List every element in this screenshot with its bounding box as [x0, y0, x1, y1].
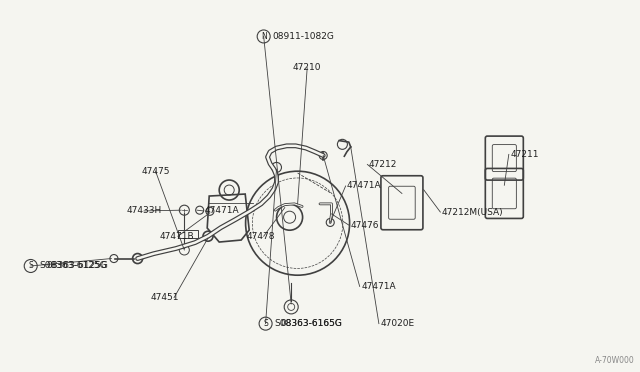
Text: 47433H: 47433H [127, 206, 162, 215]
Text: 47212: 47212 [369, 160, 397, 169]
Text: N: N [261, 32, 266, 41]
Text: 47212M(USA): 47212M(USA) [442, 208, 503, 217]
Text: 47476: 47476 [351, 221, 380, 230]
Text: 08911-1082G: 08911-1082G [272, 32, 334, 41]
Text: 47211: 47211 [511, 150, 540, 159]
Text: 47478: 47478 [246, 232, 275, 241]
Text: 47020E: 47020E [381, 319, 415, 328]
Text: 47471B: 47471B [160, 232, 195, 241]
Text: S: S [263, 319, 268, 328]
Text: 08363-6165G: 08363-6165G [280, 319, 342, 328]
Text: S08363-6165G: S08363-6165G [274, 319, 342, 328]
Text: 47471A: 47471A [347, 182, 381, 190]
Text: A-70W000: A-70W000 [595, 356, 635, 365]
Text: S: S [28, 262, 33, 270]
Text: 47475: 47475 [141, 167, 170, 176]
Text: 47471A: 47471A [205, 206, 239, 215]
Text: 47451: 47451 [150, 293, 179, 302]
Text: 47471A: 47471A [362, 282, 396, 291]
Text: 08363-6125G: 08363-6125G [46, 262, 108, 270]
Text: S08363-6125G: S08363-6125G [39, 262, 107, 270]
Text: 47210: 47210 [293, 63, 321, 72]
Bar [178, 230, 198, 238]
